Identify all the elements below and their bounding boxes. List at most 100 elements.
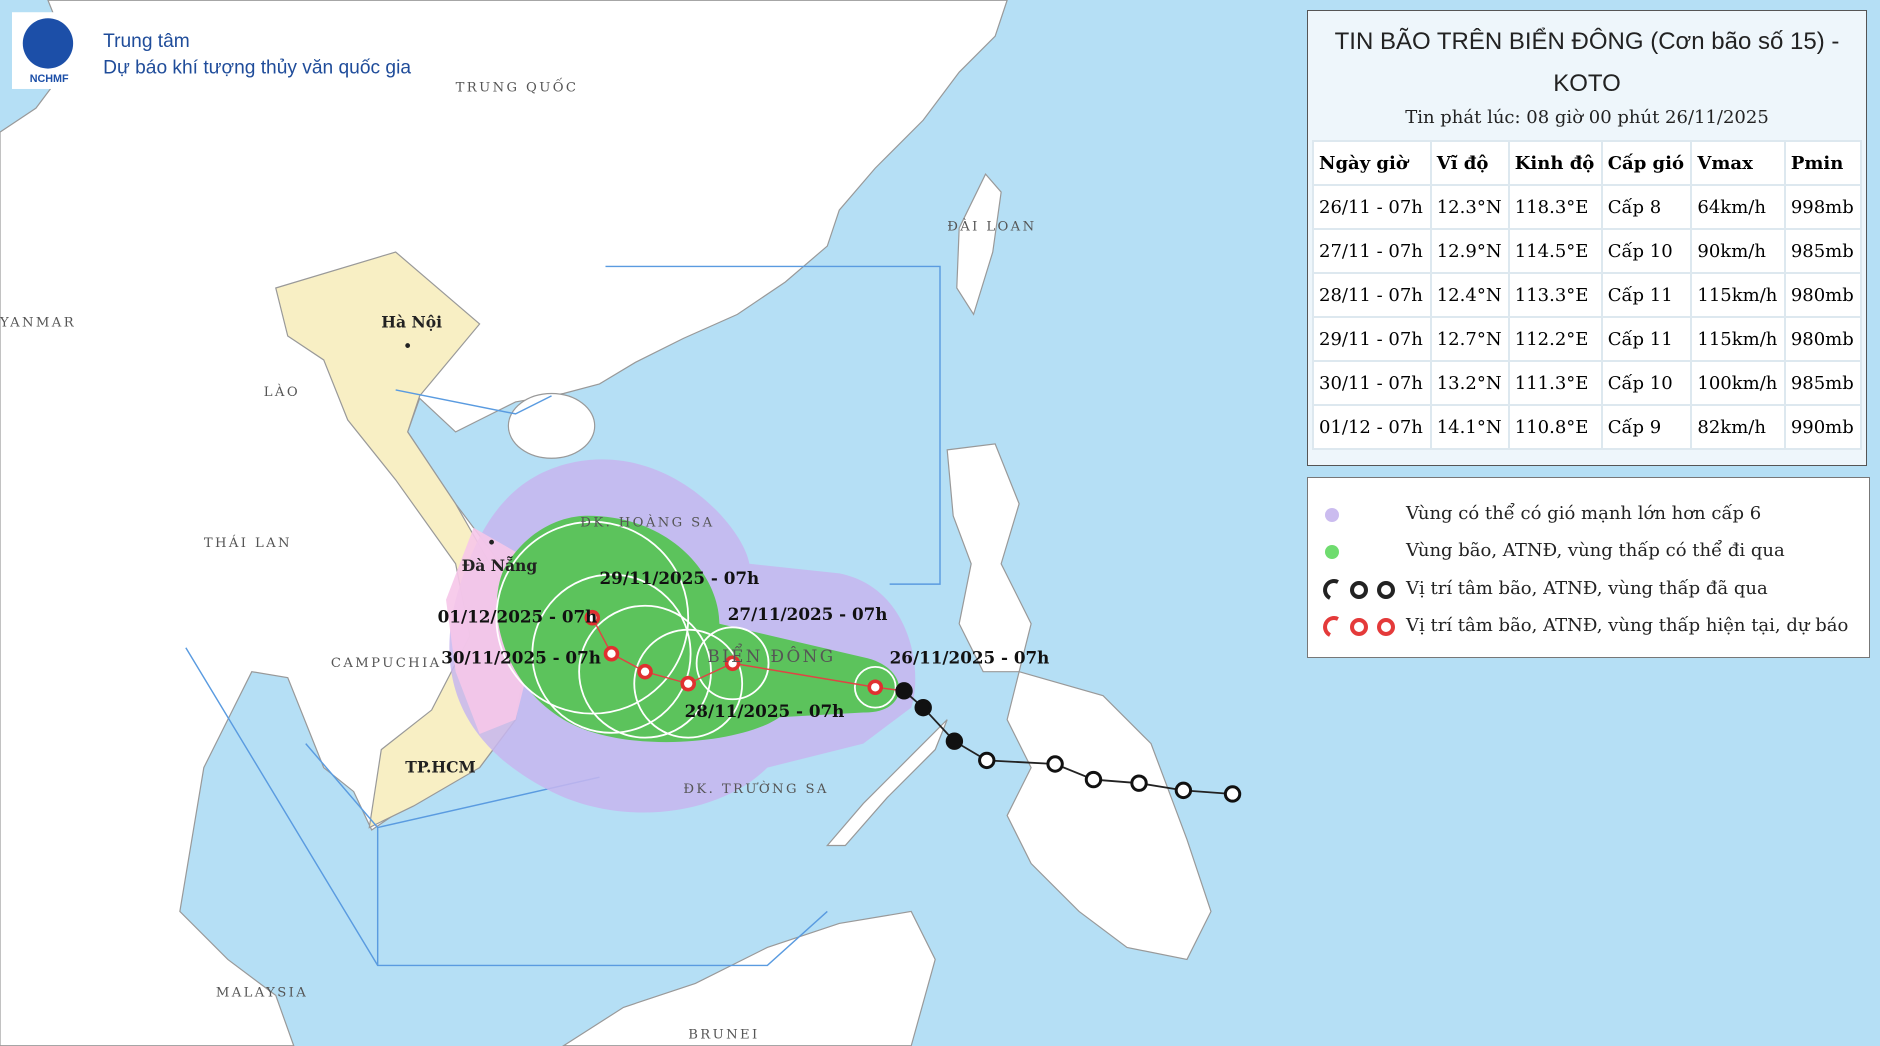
table-cell: 13.2°N [1429, 360, 1510, 406]
header-line: Dự báo khí tượng thủy văn quốc gia [103, 57, 411, 78]
forecast-label: 29/11/2025 - 07h [599, 568, 759, 588]
map-shape [0, 0, 1212, 1046]
map-shape [978, 751, 996, 770]
table-cell: Cấp 11 [1600, 272, 1693, 318]
table-cell: 985mb [1783, 360, 1863, 406]
hainan [507, 392, 596, 459]
legend-text: Vùng có thể có gió mạnh lớn hơn cấp 6 [1406, 503, 1762, 524]
place-label: LÀO [264, 384, 300, 400]
logo-text: NCHMF [30, 73, 69, 85]
table-row: 29/11 - 07h 12.7°N 112.2°E Cấp 11 115km/h 980… [1312, 316, 1863, 362]
taiwan [956, 173, 1002, 316]
map-shape [1350, 581, 1368, 599]
table-cell: 12.7°N [1429, 316, 1510, 362]
table-row: 27/11 - 07h 12.9°N 114.5°E Cấp 10 90km/h 985m… [1312, 228, 1863, 274]
table-cell: 980mb [1783, 316, 1863, 362]
table-cell: 100km/h [1690, 360, 1786, 406]
map-shape [495, 520, 690, 715]
table-row: 30/11 - 07h 13.2°N 111.3°E Cấp 10 100km/h 985… [1312, 360, 1863, 406]
table-cell: 27/11 - 07h [1312, 228, 1432, 274]
table-cell: 112.2°E [1507, 316, 1603, 362]
table-cell: 30/11 - 07h [1312, 360, 1432, 406]
storm-zone [496, 515, 900, 743]
map-shape [1174, 781, 1193, 800]
map-shape [914, 698, 932, 717]
borneo [562, 910, 936, 1046]
place-label: YANMAR [0, 315, 76, 330]
city-label: TP.HCM [405, 757, 476, 776]
issued-time: Tin phát lúc: 08 giờ 00 phút 26/11/2025 [1405, 107, 1769, 128]
map-shape [1323, 579, 1339, 600]
forecast-table: Ngày giờ Vĩ độ Kinh độ Cấp gió Vmax Pmin 26/11… [1312, 140, 1863, 450]
table-cell: 113.3°E [1507, 272, 1603, 318]
visayas-mindanao [1006, 670, 1212, 961]
map-shape: Ngày giờ Vĩ độ Kinh độ Cấp gió Vmax Pmin [1312, 140, 1863, 186]
table-cell: 01/12 - 07h [1312, 404, 1432, 450]
map-shape [531, 573, 692, 734]
map-shape [578, 604, 712, 739]
table-row: 01/12 - 07h 14.1°N 110.8°E Cấp 9 82km/h 990mb [1312, 404, 1863, 450]
place-label: ĐÀI LOAN [947, 218, 1036, 234]
legend-row: Vùng có thể có gió mạnh lớn hơn cấp 6 [1308, 497, 1869, 531]
header-row: Ngày giờ Vĩ độ Kinh độ Cấp gió Vmax Pmin [1312, 140, 1863, 186]
forecast-label: 27/11/2025 - 07h [728, 604, 888, 624]
table-cell: 26/11 - 07h [1312, 184, 1432, 230]
map-shape [1084, 770, 1103, 789]
forecast-label: 30/11/2025 - 07h [441, 647, 601, 667]
column-header: Kinh độ [1507, 140, 1603, 186]
map-shape [1377, 581, 1395, 599]
legend: Vùng có thể có gió mạnh lớn hơn cấp 6 Vù… [1307, 477, 1870, 658]
map-shape [395, 389, 552, 415]
map-shape [1323, 579, 1395, 600]
city-dot [405, 343, 411, 348]
table-cell: 90km/h [1690, 228, 1786, 274]
table-cell: Cấp 11 [1600, 316, 1693, 362]
map-shape [603, 645, 620, 662]
forecast-label: 01/12/2025 - 07h [438, 607, 598, 627]
palawan [825, 719, 948, 847]
place-label: TRUNG QUỐC [456, 77, 579, 95]
column-header: Vĩ độ [1429, 140, 1510, 186]
map-shape [1323, 616, 1395, 637]
city-dot [489, 539, 494, 545]
map-shape [584, 609, 601, 626]
table-cell: 12.4°N [1429, 272, 1510, 318]
table-cell: 990mb [1783, 404, 1863, 450]
place-label: BIỂN ĐÔNG [707, 644, 835, 666]
table-cell: 115km/h [1690, 272, 1786, 318]
table-cell: Cấp 8 [1600, 184, 1693, 230]
map-shape [680, 675, 697, 692]
map-shape [1323, 616, 1339, 637]
map-shape [853, 665, 897, 709]
place-label: ĐK. TRƯỜNG SA [683, 780, 828, 797]
legend-icon [1325, 508, 1339, 522]
table-cell: Cấp 10 [1600, 360, 1693, 406]
map-shape [1377, 618, 1395, 636]
table-cell: 29/11 - 07h [1312, 316, 1432, 362]
table-cell: 114.5°E [1507, 228, 1603, 274]
legend-row: Vị trí tâm bão, ATNĐ, vùng thấp đã qua [1308, 572, 1869, 606]
map-shape [637, 663, 653, 680]
table-cell: 118.3°E [1507, 184, 1603, 230]
legend-row: Vị trí tâm bão, ATNĐ, vùng thấp hiện tại… [1308, 609, 1869, 643]
map-shape [1130, 774, 1148, 792]
legend-text: Vùng bão, ATNĐ, vùng thấp có thể đi qua [1406, 540, 1785, 561]
map-shape [1046, 755, 1064, 773]
table-cell: 12.9°N [1429, 228, 1510, 274]
map-shape [945, 732, 964, 750]
map-shape: 26/11 - 07h 12.3°N 118.3°E Cấp 8 64km/h 998mb… [1312, 184, 1863, 450]
map-shape [1325, 545, 1339, 559]
header-line: Trung tâm [103, 31, 190, 52]
table-cell: 115km/h [1690, 316, 1786, 362]
map-shape [895, 682, 913, 700]
legend-icon [1323, 616, 1395, 637]
forecast-label: 28/11/2025 - 07h [685, 701, 845, 721]
table-row: 28/11 - 07h 12.4°N 113.3°E Cấp 11 115km/h 980… [1312, 272, 1863, 318]
legend-icon [1325, 545, 1339, 559]
luzon [946, 443, 1032, 673]
bulletin-panel: TIN BÃO TRÊN BIỂN ĐÔNG (Cơn bão số 15) -… [1307, 10, 1867, 466]
legend-text: Vị trí tâm bão, ATNĐ, vùng thấp hiện tại… [1406, 615, 1849, 636]
